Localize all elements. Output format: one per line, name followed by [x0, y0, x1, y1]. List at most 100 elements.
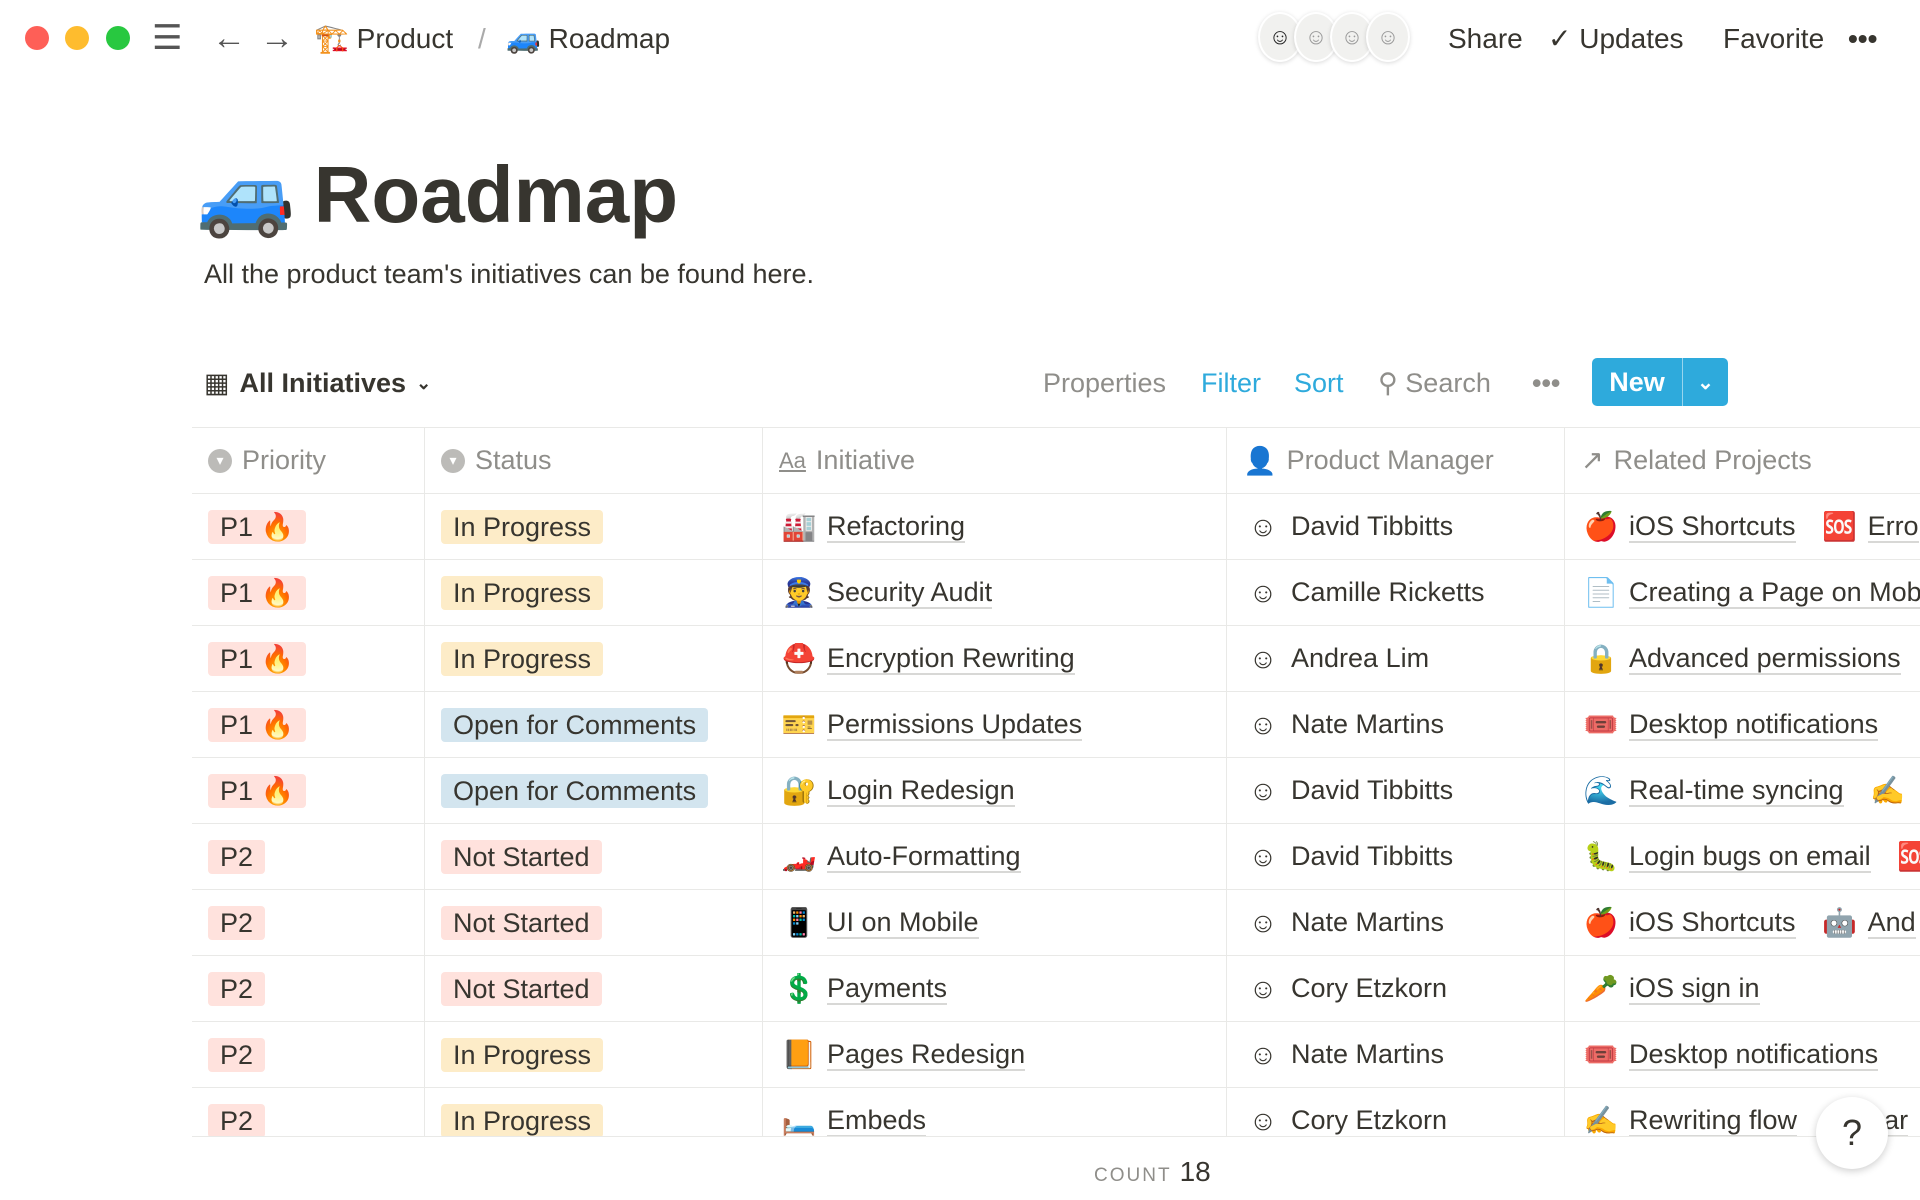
related-project-link[interactable]: ✍️ Rewriting flow — [1581, 1104, 1798, 1136]
status-cell[interactable]: Not Started — [425, 956, 763, 1021]
related-projects-cell[interactable]: 🐛 Login bugs on email 🆘 — [1565, 824, 1920, 889]
new-button[interactable]: New ⌄ — [1592, 358, 1728, 406]
column-header-initiative[interactable]: Aa Initiative — [763, 428, 1227, 493]
initiative-link[interactable]: Pages Redesign — [827, 1038, 1026, 1071]
related-projects-cell[interactable]: 🥕 iOS sign in — [1565, 956, 1920, 1021]
favorite-button[interactable]: Favorite — [1723, 23, 1825, 54]
initiative-cell[interactable]: 🛏️ Embeds — [763, 1088, 1227, 1136]
priority-cell[interactable]: P2 — [192, 956, 425, 1021]
initiative-link[interactable]: UI on Mobile — [827, 906, 979, 939]
status-cell[interactable]: In Progress — [425, 1022, 763, 1087]
related-project-link[interactable]: 🥕 iOS sign in — [1581, 972, 1760, 1005]
product-manager-cell[interactable]: ☺ David Tibbitts — [1227, 494, 1565, 559]
view-selector[interactable]: ▦ All Initiatives ⌄ — [204, 362, 431, 404]
more-options-icon[interactable]: ••• — [1848, 23, 1878, 54]
initiative-cell[interactable]: 📙 Pages Redesign — [763, 1022, 1227, 1087]
forward-arrow-icon[interactable]: → — [260, 19, 294, 57]
initiative-cell[interactable]: 🎫 Permissions Updates — [763, 692, 1227, 757]
sort-button[interactable]: Sort — [1294, 368, 1344, 398]
related-project-link[interactable]: ✍️ — [1868, 774, 1916, 807]
related-projects-cell[interactable]: 📄 Creating a Page on Mob — [1565, 560, 1920, 625]
collaborator-avatars[interactable]: ☺ ☺ ☺ ☺ — [1258, 12, 1410, 62]
initiative-cell[interactable]: 🔐 Login Redesign — [763, 758, 1227, 823]
priority-cell[interactable]: P1 🔥 — [192, 626, 425, 691]
related-project-link[interactable]: 🆘 — [1895, 840, 1920, 873]
related-project-link[interactable]: 🍎 iOS Shortcuts — [1581, 906, 1796, 939]
priority-cell[interactable]: P1 🔥 — [192, 494, 425, 559]
page-title-text[interactable]: Roadmap — [313, 150, 679, 239]
related-project-link[interactable]: 📄 Creating a Page on Mob — [1581, 576, 1920, 609]
new-label[interactable]: New — [1609, 366, 1665, 397]
related-projects-cell[interactable]: 🌊 Real-time syncing ✍️ — [1565, 758, 1920, 823]
maximize-window-button[interactable] — [106, 26, 130, 50]
product-manager-cell[interactable]: ☺ Nate Martins — [1227, 692, 1565, 757]
related-projects-cell[interactable]: 🍎 iOS Shortcuts 🤖 And — [1565, 890, 1920, 955]
initiative-cell[interactable]: 📱 UI on Mobile — [763, 890, 1227, 955]
table-row[interactable]: P1 🔥 In Progress 🏭 Refactoring ☺ David Tib… — [192, 494, 1920, 560]
table-row[interactable]: P1 🔥 Open for Comments 🎫 Permissions Upda… — [192, 692, 1920, 758]
status-cell[interactable]: Not Started — [425, 824, 763, 889]
initiative-cell[interactable]: 👮 Security Audit — [763, 560, 1227, 625]
updates-button[interactable]: ✓ Updates — [1548, 20, 1684, 58]
status-cell[interactable]: Open for Comments — [425, 692, 763, 757]
initiative-link[interactable]: Refactoring — [827, 510, 966, 543]
product-manager-cell[interactable]: ☺ Cory Etzkorn — [1227, 956, 1565, 1021]
table-row[interactable]: P2 Not Started 📱 UI on Mobile ☺ Nate Marti… — [192, 890, 1920, 956]
product-manager-cell[interactable]: ☺ Nate Martins — [1227, 890, 1565, 955]
breadcrumb-roadmap[interactable]: 🚙 Roadmap — [506, 20, 670, 58]
priority-cell[interactable]: P2 — [192, 890, 425, 955]
column-header-related-projects[interactable]: ↗ Related Projects — [1565, 428, 1920, 493]
product-manager-cell[interactable]: ☺ Andrea Lim — [1227, 626, 1565, 691]
related-project-link[interactable]: 🐛 Login bugs on email — [1581, 840, 1871, 873]
filter-button[interactable]: Filter — [1201, 368, 1261, 398]
initiative-cell[interactable]: 💲 Payments — [763, 956, 1227, 1021]
related-project-link[interactable]: 🤖 And — [1820, 906, 1916, 939]
product-manager-cell[interactable]: ☺ Nate Martins — [1227, 1022, 1565, 1087]
table-row[interactable]: P2 Not Started 💲 Payments ☺ Cory Etzkorn 🥕… — [192, 956, 1920, 1022]
related-projects-cell[interactable]: 🎟️ Desktop notifications — [1565, 692, 1920, 757]
help-button[interactable]: ? — [1816, 1097, 1888, 1169]
share-button[interactable]: Share — [1448, 23, 1523, 54]
product-manager-cell[interactable]: ☺ David Tibbitts — [1227, 758, 1565, 823]
priority-cell[interactable]: P1 🔥 — [192, 692, 425, 757]
related-project-link[interactable]: 🍎 iOS Shortcuts — [1581, 510, 1796, 543]
car-icon[interactable]: 🚙 — [196, 150, 296, 239]
close-window-button[interactable] — [25, 26, 49, 50]
table-row[interactable]: P1 🔥 In Progress 👮 Security Audit ☺ Camill… — [192, 560, 1920, 626]
column-header-priority[interactable]: ▾ Priority — [192, 428, 425, 493]
chevron-down-icon[interactable]: ⌄ — [1682, 358, 1728, 406]
initiative-link[interactable]: Auto-Formatting — [827, 840, 1021, 873]
status-cell[interactable]: In Progress — [425, 560, 763, 625]
related-projects-cell[interactable]: 🔒 Advanced permissions — [1565, 626, 1920, 691]
product-manager-cell[interactable]: ☺ Camille Ricketts — [1227, 560, 1565, 625]
initiative-cell[interactable]: 🏭 Refactoring — [763, 494, 1227, 559]
initiative-link[interactable]: Payments — [827, 972, 948, 1005]
initiative-cell[interactable]: ⛑️ Encryption Rewriting — [763, 626, 1227, 691]
breadcrumb-product[interactable]: 🏗️ Product — [314, 20, 453, 58]
status-cell[interactable]: In Progress — [425, 1088, 763, 1136]
status-cell[interactable]: In Progress — [425, 626, 763, 691]
page-title[interactable]: 🚙 Roadmap — [196, 145, 678, 245]
search-button[interactable]: ⚲ Search — [1378, 362, 1491, 404]
related-project-link[interactable]: 🆘 Erro — [1820, 510, 1919, 543]
menu-icon[interactable]: ☰ — [152, 19, 183, 57]
priority-cell[interactable]: P1 🔥 — [192, 758, 425, 823]
related-project-link[interactable]: 🌊 Real-time syncing — [1581, 774, 1844, 807]
table-row[interactable]: P2 In Progress 🛏️ Embeds ☺ Cory Etzkorn ✍️… — [192, 1088, 1920, 1136]
initiative-link[interactable]: Encryption Rewriting — [827, 642, 1075, 675]
related-project-link[interactable]: 🎟️ Desktop notifications — [1581, 708, 1879, 741]
related-projects-cell[interactable]: ✍️ Rewriting flow Lar — [1565, 1088, 1920, 1136]
related-project-link[interactable]: 🔒 Advanced permissions — [1581, 642, 1901, 675]
table-row[interactable]: P1 🔥 Open for Comments 🔐 Login Redesign ☺… — [192, 758, 1920, 824]
related-project-link[interactable]: 🎟️ Desktop notifications — [1581, 1038, 1879, 1071]
product-manager-cell[interactable]: ☺ David Tibbitts — [1227, 824, 1565, 889]
table-row[interactable]: P2 Not Started 🏎️ Auto-Formatting ☺ David … — [192, 824, 1920, 890]
table-row[interactable]: P1 🔥 In Progress ⛑️ Encryption Rewriting … — [192, 626, 1920, 692]
priority-cell[interactable]: P1 🔥 — [192, 560, 425, 625]
column-header-product-manager[interactable]: 👤 Product Manager — [1227, 428, 1565, 493]
related-projects-cell[interactable]: 🍎 iOS Shortcuts 🆘 Erro — [1565, 494, 1920, 559]
status-cell[interactable]: Open for Comments — [425, 758, 763, 823]
column-header-status[interactable]: ▾ Status — [425, 428, 763, 493]
table-row[interactable]: P2 In Progress 📙 Pages Redesign ☺ Nate Mar… — [192, 1022, 1920, 1088]
back-arrow-icon[interactable]: ← — [212, 19, 246, 57]
